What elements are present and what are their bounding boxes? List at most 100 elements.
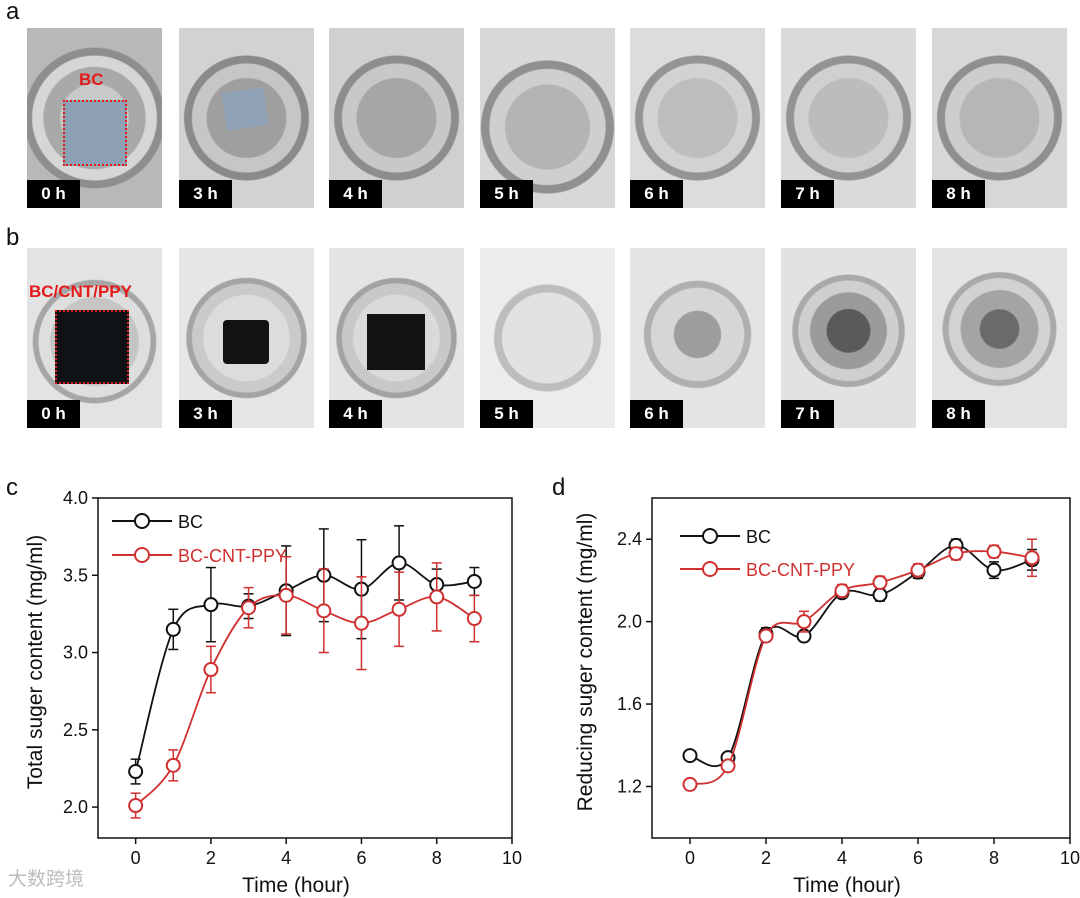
reducing-sugar-chart: 0 2 4 6 8 10 1.2 1.6 2.0 2.4 Time (hour) Reducing… — [574, 497, 1080, 897]
series-line-1 — [134, 594, 475, 807]
photo-bccntppy-5h: 5 h — [480, 248, 615, 428]
time-tag: 4 h — [329, 400, 382, 428]
data-point — [353, 615, 369, 631]
x-axis-label: Time (hour) — [242, 874, 350, 897]
time-tag: 5 h — [480, 180, 533, 208]
x-tick-label: 2 — [761, 848, 771, 868]
time-tag: 7 h — [781, 400, 834, 428]
data-point — [796, 614, 812, 630]
photo-bc-5h: 5 h — [480, 28, 615, 208]
time-tag: 3 h — [179, 400, 232, 428]
series-line-0 — [134, 562, 475, 772]
legend: BC BC-CNT-PPY — [112, 512, 287, 566]
data-point — [872, 574, 888, 590]
x-tick-label: 10 — [502, 848, 522, 868]
panel-letter-c: c — [6, 474, 18, 501]
photo-bc-3h: 3 h — [179, 28, 314, 208]
data-point — [720, 758, 736, 774]
y-tick-label: 2.5 — [63, 720, 88, 740]
photo-bc-8h: 8 h — [932, 28, 1067, 208]
bccntppy-sample-square — [55, 310, 129, 384]
y-axis-label: Total suger content (mg/ml) — [24, 535, 47, 789]
data-point — [682, 748, 698, 764]
y-tick-label: 1.2 — [617, 776, 642, 796]
sample-label-bccntppy: BC/CNT/PPY — [29, 282, 132, 301]
data-point — [391, 601, 407, 617]
data-point — [278, 587, 294, 603]
legend: BC BC-CNT-PPY — [680, 527, 855, 580]
sample-label-bc: BC — [79, 70, 104, 89]
y-tick-label: 1.6 — [617, 694, 642, 714]
time-tag: 6 h — [630, 400, 683, 428]
x-tick-label: 10 — [1060, 848, 1080, 868]
y-tick-label: 2.0 — [617, 612, 642, 632]
photo-bc-7h: 7 h — [781, 28, 916, 208]
plot-area: 0 2 4 6 8 10 1.2 1.6 2.0 2.4 — [617, 497, 1080, 868]
data-point — [910, 562, 926, 578]
x-tick-label: 6 — [356, 848, 366, 868]
x-tick-label: 4 — [837, 848, 847, 868]
data-point — [986, 562, 1002, 578]
photo-bccntppy-4h: 4 h — [329, 248, 464, 428]
legend-label-bc-cnt-ppy: BC-CNT-PPY — [746, 560, 855, 580]
y-tick-label: 3.5 — [63, 565, 88, 585]
time-tag: 4 h — [329, 180, 382, 208]
bccntppy-sample-piece — [367, 314, 425, 370]
data-point — [1024, 550, 1040, 566]
bc-sample-square — [63, 100, 127, 166]
time-tag: 8 h — [932, 180, 985, 208]
data-point — [203, 662, 219, 678]
x-tick-label: 8 — [432, 848, 442, 868]
data-point — [986, 544, 1002, 560]
y-axis-label: Reducing suger content (mg/ml) — [574, 513, 597, 812]
plot-area: 0 2 4 6 8 10 2.0 2.5 3.0 3.5 4.0 — [63, 488, 522, 868]
photo-bccntppy-8h: 8 h — [932, 248, 1067, 428]
x-tick-label: 0 — [131, 848, 141, 868]
legend-label-bc: BC — [178, 512, 203, 532]
y-tick-label: 3.0 — [63, 643, 88, 663]
watermark: 大数跨境 — [8, 869, 85, 890]
data-point — [128, 764, 144, 780]
photo-bc-6h: 6 h — [630, 28, 765, 208]
panel-letter-b: b — [6, 224, 20, 251]
photo-bccntppy-3h: 3 h — [179, 248, 314, 428]
data-point — [872, 587, 888, 603]
legend-label-bc-cnt-ppy: BC-CNT-PPY — [178, 546, 287, 566]
legend-label-bc: BC — [746, 527, 771, 547]
bc-sample-piece — [221, 87, 269, 131]
data-point — [466, 611, 482, 627]
series-line-1 — [689, 550, 1033, 786]
data-point — [165, 757, 181, 773]
data-point — [758, 628, 774, 644]
y-tick-label: 2.0 — [63, 797, 88, 817]
data-point — [834, 583, 850, 599]
photo-bc-0h: BC 0 h — [27, 28, 162, 208]
time-tag: 5 h — [480, 400, 533, 428]
x-tick-label: 4 — [281, 848, 291, 868]
data-point — [391, 555, 407, 571]
panel-letter-d: d — [552, 474, 566, 501]
y-tick-label: 2.4 — [617, 529, 642, 549]
data-point — [316, 603, 332, 619]
photo-bc-4h: 4 h — [329, 28, 464, 208]
data-point — [241, 600, 257, 616]
x-tick-label: 2 — [206, 848, 216, 868]
total-sugar-chart: 0 2 4 6 8 10 2.0 2.5 3.0 3.5 4.0 Time (hour) Total… — [24, 488, 522, 897]
axes-frame — [97, 497, 513, 839]
photo-bccntppy-6h: 6 h — [630, 248, 765, 428]
data-point — [429, 589, 445, 605]
y-tick-label: 4.0 — [63, 488, 88, 508]
x-tick-label: 0 — [685, 848, 695, 868]
data-point — [203, 597, 219, 613]
time-tag: 0 h — [27, 180, 80, 208]
bccntppy-sample-piece — [223, 320, 269, 364]
time-tag: 7 h — [781, 180, 834, 208]
data-point — [128, 798, 144, 814]
time-tag: 6 h — [630, 180, 683, 208]
series-line-0 — [689, 544, 1033, 767]
axes-frame — [651, 497, 1071, 839]
x-axis-label: Time (hour) — [793, 874, 901, 897]
x-tick-label: 8 — [989, 848, 999, 868]
x-tick-label: 6 — [913, 848, 923, 868]
data-point — [948, 546, 964, 562]
